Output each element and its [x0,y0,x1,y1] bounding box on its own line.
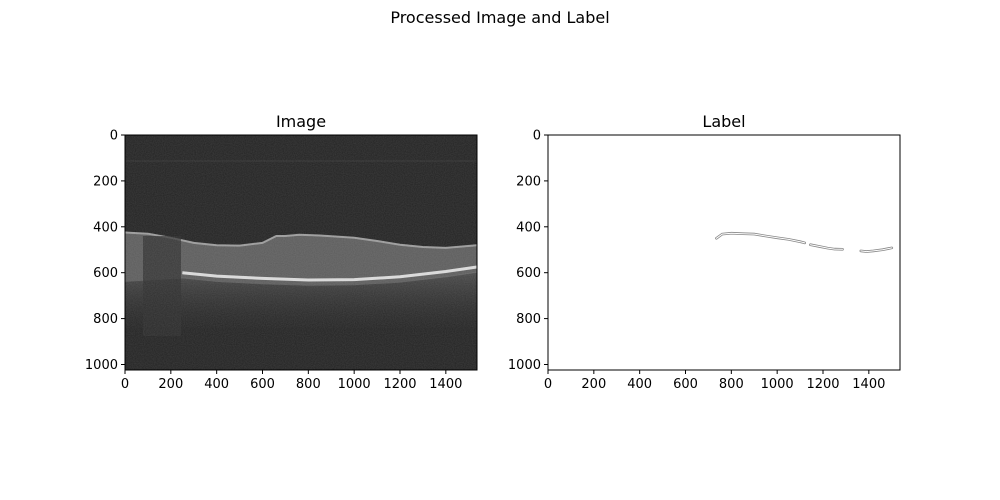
label-ytick-label: 1000 [508,358,541,373]
image-ytick-label: 400 [93,220,118,235]
label-ytick-label: 600 [516,266,541,281]
label-segments [715,231,894,253]
label-panel: Label 0 200 400 600 800 1000 1200 1400 0 200 400 60… [508,112,901,393]
image-ytick-label: 200 [93,174,118,189]
image-ytick-label: 600 [93,266,118,281]
image-xtick-label: 1200 [383,377,416,392]
image-frame [124,134,478,371]
image-ytick-label: 1000 [85,358,118,373]
image-axes: 0 200 400 600 800 1000 1200 1400 0 200 400 600 800 10… [85,129,462,393]
image-xtick-label: 800 [296,377,321,392]
image-xtick-label: 1400 [429,377,462,392]
label-ytick-label: 400 [516,220,541,235]
image-panel: Image 0 200 400 600 800 1000 1200 1400 0 200 400 60… [85,112,478,393]
label-ytick-label: 200 [516,174,541,189]
label-axes: 0 200 400 600 800 1000 1200 1400 0 200 400 600 800 10… [508,129,885,393]
label-ytick-label: 0 [533,129,541,144]
image-xtick-label: 1000 [338,377,371,392]
label-segment [715,232,806,244]
image-ytick-label: 800 [93,312,118,327]
oct-image [125,135,477,370]
image-xtick-label: 400 [204,377,229,392]
label-xtick-label: 400 [627,377,652,392]
label-segment [860,247,893,253]
speckle-noise [125,135,477,370]
label-ytick-label: 800 [516,312,541,327]
label-background [548,135,900,370]
label-segment [809,244,843,250]
label-xtick-label: 600 [673,377,698,392]
label-xtick-label: 1200 [806,377,839,392]
label-xtick-label: 200 [581,377,606,392]
image-panel-title: Image [276,112,326,131]
figure-title: Processed Image and Label [390,8,609,27]
label-frame [547,134,901,371]
label-xtick-label: 1000 [761,377,794,392]
image-xtick-label: 0 [121,377,129,392]
image-xtick-label: 200 [158,377,183,392]
image-xtick-label: 600 [250,377,275,392]
label-panel-title: Label [702,112,745,131]
label-xtick-label: 800 [719,377,744,392]
label-xtick-label: 1400 [852,377,885,392]
image-ytick-label: 0 [110,129,118,144]
label-xtick-label: 0 [544,377,552,392]
